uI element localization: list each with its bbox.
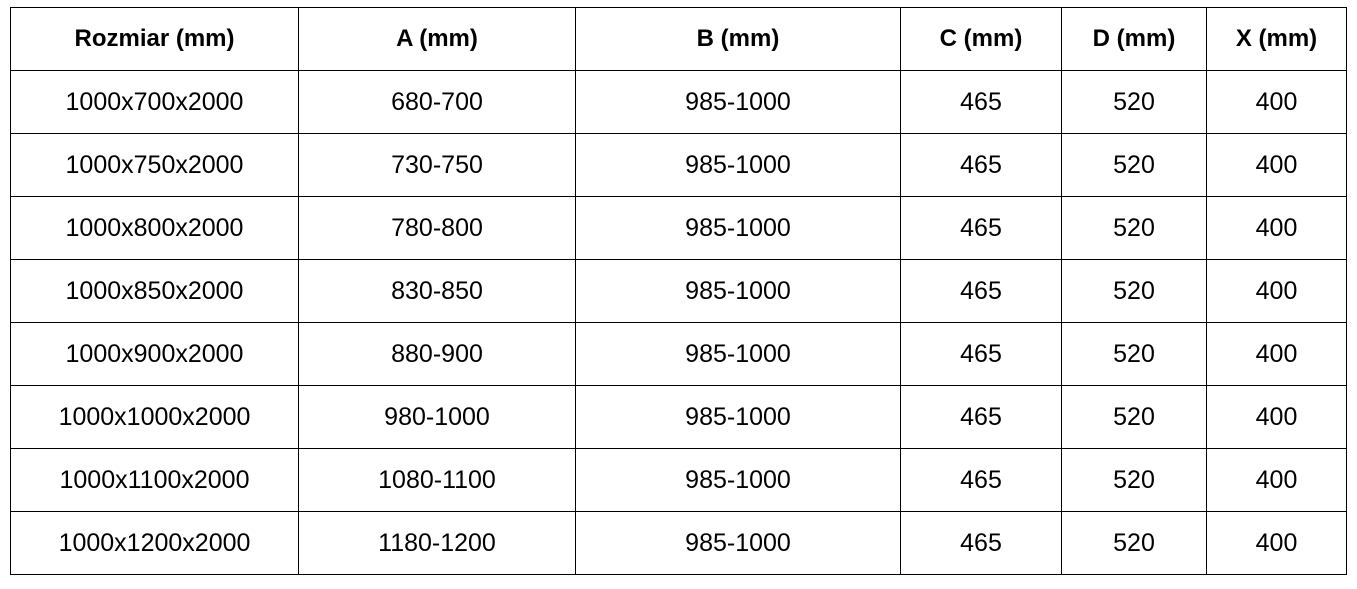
- table-row: 1000x850x2000 830-850 985-1000 465 520 400: [10, 259, 1347, 323]
- header-d: D (mm): [1061, 7, 1207, 71]
- header-c: C (mm): [900, 7, 1062, 71]
- cell-b: 985-1000: [575, 70, 901, 134]
- header-size: Rozmiar (mm): [10, 7, 299, 71]
- cell-a: 1080-1100: [298, 448, 576, 512]
- cell-c: 465: [900, 511, 1062, 575]
- cell-d: 520: [1061, 70, 1207, 134]
- cell-a: 880-900: [298, 322, 576, 386]
- cell-a: 1180-1200: [298, 511, 576, 575]
- table-row: 1000x700x2000 680-700 985-1000 465 520 400: [10, 70, 1347, 134]
- cell-a: 730-750: [298, 133, 576, 197]
- table-row: 1000x900x2000 880-900 985-1000 465 520 400: [10, 322, 1347, 386]
- cell-a: 780-800: [298, 196, 576, 260]
- cell-a: 680-700: [298, 70, 576, 134]
- header-a: A (mm): [298, 7, 576, 71]
- cell-b: 985-1000: [575, 259, 901, 323]
- cell-x: 400: [1206, 511, 1347, 575]
- table-row: 1000x750x2000 730-750 985-1000 465 520 400: [10, 133, 1347, 197]
- cell-c: 465: [900, 322, 1062, 386]
- cell-size: 1000x1100x2000: [10, 448, 299, 512]
- cell-size: 1000x750x2000: [10, 133, 299, 197]
- cell-b: 985-1000: [575, 133, 901, 197]
- cell-x: 400: [1206, 196, 1347, 260]
- cell-a: 980-1000: [298, 385, 576, 449]
- cell-c: 465: [900, 70, 1062, 134]
- cell-size: 1000x850x2000: [10, 259, 299, 323]
- cell-d: 520: [1061, 385, 1207, 449]
- cell-c: 465: [900, 259, 1062, 323]
- cell-x: 400: [1206, 133, 1347, 197]
- header-b: B (mm): [575, 7, 901, 71]
- cell-x: 400: [1206, 385, 1347, 449]
- cell-c: 465: [900, 385, 1062, 449]
- cell-size: 1000x1000x2000: [10, 385, 299, 449]
- cell-d: 520: [1061, 448, 1207, 512]
- cell-size: 1000x1200x2000: [10, 511, 299, 575]
- header-x: X (mm): [1206, 7, 1347, 71]
- cell-d: 520: [1061, 322, 1207, 386]
- table-row: 1000x1000x2000 980-1000 985-1000 465 520 400: [10, 385, 1347, 449]
- cell-c: 465: [900, 448, 1062, 512]
- cell-b: 985-1000: [575, 322, 901, 386]
- table-row: 1000x800x2000 780-800 985-1000 465 520 400: [10, 196, 1347, 260]
- header-row: Rozmiar (mm) A (mm) B (mm) C (mm) D (mm) X (m…: [10, 7, 1347, 71]
- cell-c: 465: [900, 133, 1062, 197]
- cell-size: 1000x800x2000: [10, 196, 299, 260]
- cell-b: 985-1000: [575, 511, 901, 575]
- cell-x: 400: [1206, 259, 1347, 323]
- cell-d: 520: [1061, 259, 1207, 323]
- cell-d: 520: [1061, 511, 1207, 575]
- cell-d: 520: [1061, 196, 1207, 260]
- cell-x: 400: [1206, 448, 1347, 512]
- cell-size: 1000x900x2000: [10, 322, 299, 386]
- cell-x: 400: [1206, 322, 1347, 386]
- cell-b: 985-1000: [575, 196, 901, 260]
- cell-b: 985-1000: [575, 448, 901, 512]
- cell-x: 400: [1206, 70, 1347, 134]
- cell-size: 1000x700x2000: [10, 70, 299, 134]
- table-row: 1000x1200x2000 1180-1200 985-1000 465 520 400: [10, 511, 1347, 575]
- cell-a: 830-850: [298, 259, 576, 323]
- cell-c: 465: [900, 196, 1062, 260]
- dimensions-table: Rozmiar (mm) A (mm) B (mm) C (mm) D (mm) X (m…: [10, 7, 1347, 575]
- cell-b: 985-1000: [575, 385, 901, 449]
- cell-d: 520: [1061, 133, 1207, 197]
- table-row: 1000x1100x2000 1080-1100 985-1000 465 520 400: [10, 448, 1347, 512]
